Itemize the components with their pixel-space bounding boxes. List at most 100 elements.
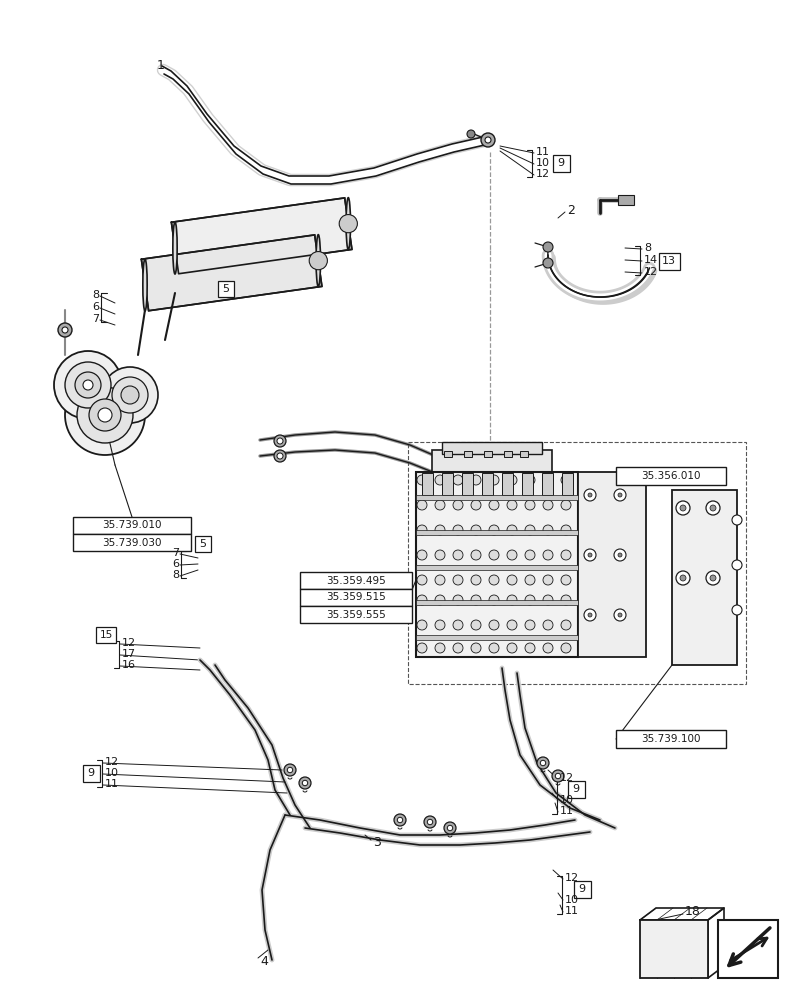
Text: 10: 10	[535, 158, 549, 168]
Circle shape	[709, 575, 715, 581]
Circle shape	[525, 475, 534, 485]
Circle shape	[435, 595, 444, 605]
Circle shape	[583, 549, 595, 561]
Circle shape	[453, 620, 462, 630]
Bar	[407, 442, 745, 684]
Circle shape	[83, 380, 93, 390]
Circle shape	[506, 643, 517, 653]
Circle shape	[488, 595, 499, 605]
Circle shape	[488, 620, 499, 630]
Circle shape	[339, 215, 357, 233]
Circle shape	[543, 258, 552, 268]
Bar	[552, 155, 569, 172]
Circle shape	[525, 500, 534, 510]
Circle shape	[470, 620, 480, 630]
Bar	[504, 451, 512, 457]
Circle shape	[453, 475, 462, 485]
Text: 7: 7	[172, 548, 178, 558]
Circle shape	[731, 560, 741, 570]
Circle shape	[583, 609, 595, 621]
Text: 10: 10	[564, 895, 578, 905]
Bar	[501, 473, 513, 495]
Circle shape	[587, 493, 591, 497]
Bar	[415, 565, 577, 570]
Circle shape	[484, 137, 491, 143]
Circle shape	[705, 571, 719, 585]
Bar	[415, 635, 577, 640]
Bar	[616, 730, 725, 748]
Circle shape	[551, 770, 564, 782]
Circle shape	[444, 822, 456, 834]
Circle shape	[555, 773, 560, 779]
Circle shape	[525, 550, 534, 560]
Text: 9: 9	[556, 158, 564, 168]
Text: 12: 12	[560, 773, 573, 783]
Circle shape	[480, 133, 495, 147]
Text: 2: 2	[566, 204, 574, 217]
Circle shape	[525, 595, 534, 605]
Bar	[659, 253, 679, 270]
Circle shape	[506, 575, 517, 585]
Circle shape	[77, 387, 133, 443]
Text: 7: 7	[92, 314, 99, 324]
Text: 11: 11	[560, 806, 573, 816]
Circle shape	[470, 575, 480, 585]
Bar	[483, 451, 491, 457]
Circle shape	[543, 575, 552, 585]
Circle shape	[560, 620, 570, 630]
Text: 10: 10	[105, 768, 119, 778]
Text: 11: 11	[105, 779, 119, 789]
Circle shape	[435, 575, 444, 585]
Circle shape	[435, 525, 444, 535]
Circle shape	[506, 500, 517, 510]
Circle shape	[435, 550, 444, 560]
Bar	[441, 473, 453, 495]
Bar	[568, 781, 584, 798]
Circle shape	[470, 595, 480, 605]
Circle shape	[417, 575, 427, 585]
Text: 6: 6	[172, 559, 178, 569]
Circle shape	[488, 643, 499, 653]
Text: 18: 18	[684, 905, 700, 918]
Circle shape	[506, 550, 517, 560]
Circle shape	[613, 489, 625, 501]
Circle shape	[417, 620, 427, 630]
Circle shape	[587, 553, 591, 557]
Bar	[415, 495, 577, 500]
Ellipse shape	[345, 198, 350, 250]
Text: 6: 6	[92, 302, 99, 312]
Circle shape	[617, 493, 621, 497]
Circle shape	[417, 550, 427, 560]
Circle shape	[617, 553, 621, 557]
Ellipse shape	[173, 222, 177, 274]
Text: 11: 11	[564, 906, 578, 916]
Circle shape	[102, 367, 158, 423]
Circle shape	[453, 575, 462, 585]
Circle shape	[679, 575, 685, 581]
Bar	[415, 600, 577, 605]
Text: 11: 11	[535, 147, 549, 157]
Circle shape	[560, 525, 570, 535]
Circle shape	[447, 825, 453, 831]
Bar	[461, 473, 473, 495]
Circle shape	[453, 525, 462, 535]
Circle shape	[470, 525, 480, 535]
Circle shape	[583, 489, 595, 501]
Circle shape	[65, 362, 111, 408]
Circle shape	[98, 408, 112, 422]
Circle shape	[453, 500, 462, 510]
Circle shape	[613, 549, 625, 561]
Circle shape	[560, 550, 570, 560]
Text: 35.359.555: 35.359.555	[326, 609, 385, 619]
Text: 35.356.010: 35.356.010	[641, 471, 700, 481]
Bar	[717, 920, 777, 978]
Bar	[672, 490, 736, 665]
Polygon shape	[171, 198, 351, 274]
Text: 1: 1	[157, 59, 165, 72]
Circle shape	[488, 475, 499, 485]
Circle shape	[309, 252, 327, 270]
Circle shape	[453, 550, 462, 560]
Circle shape	[65, 375, 145, 455]
Circle shape	[539, 760, 545, 766]
Text: 14: 14	[643, 255, 657, 265]
